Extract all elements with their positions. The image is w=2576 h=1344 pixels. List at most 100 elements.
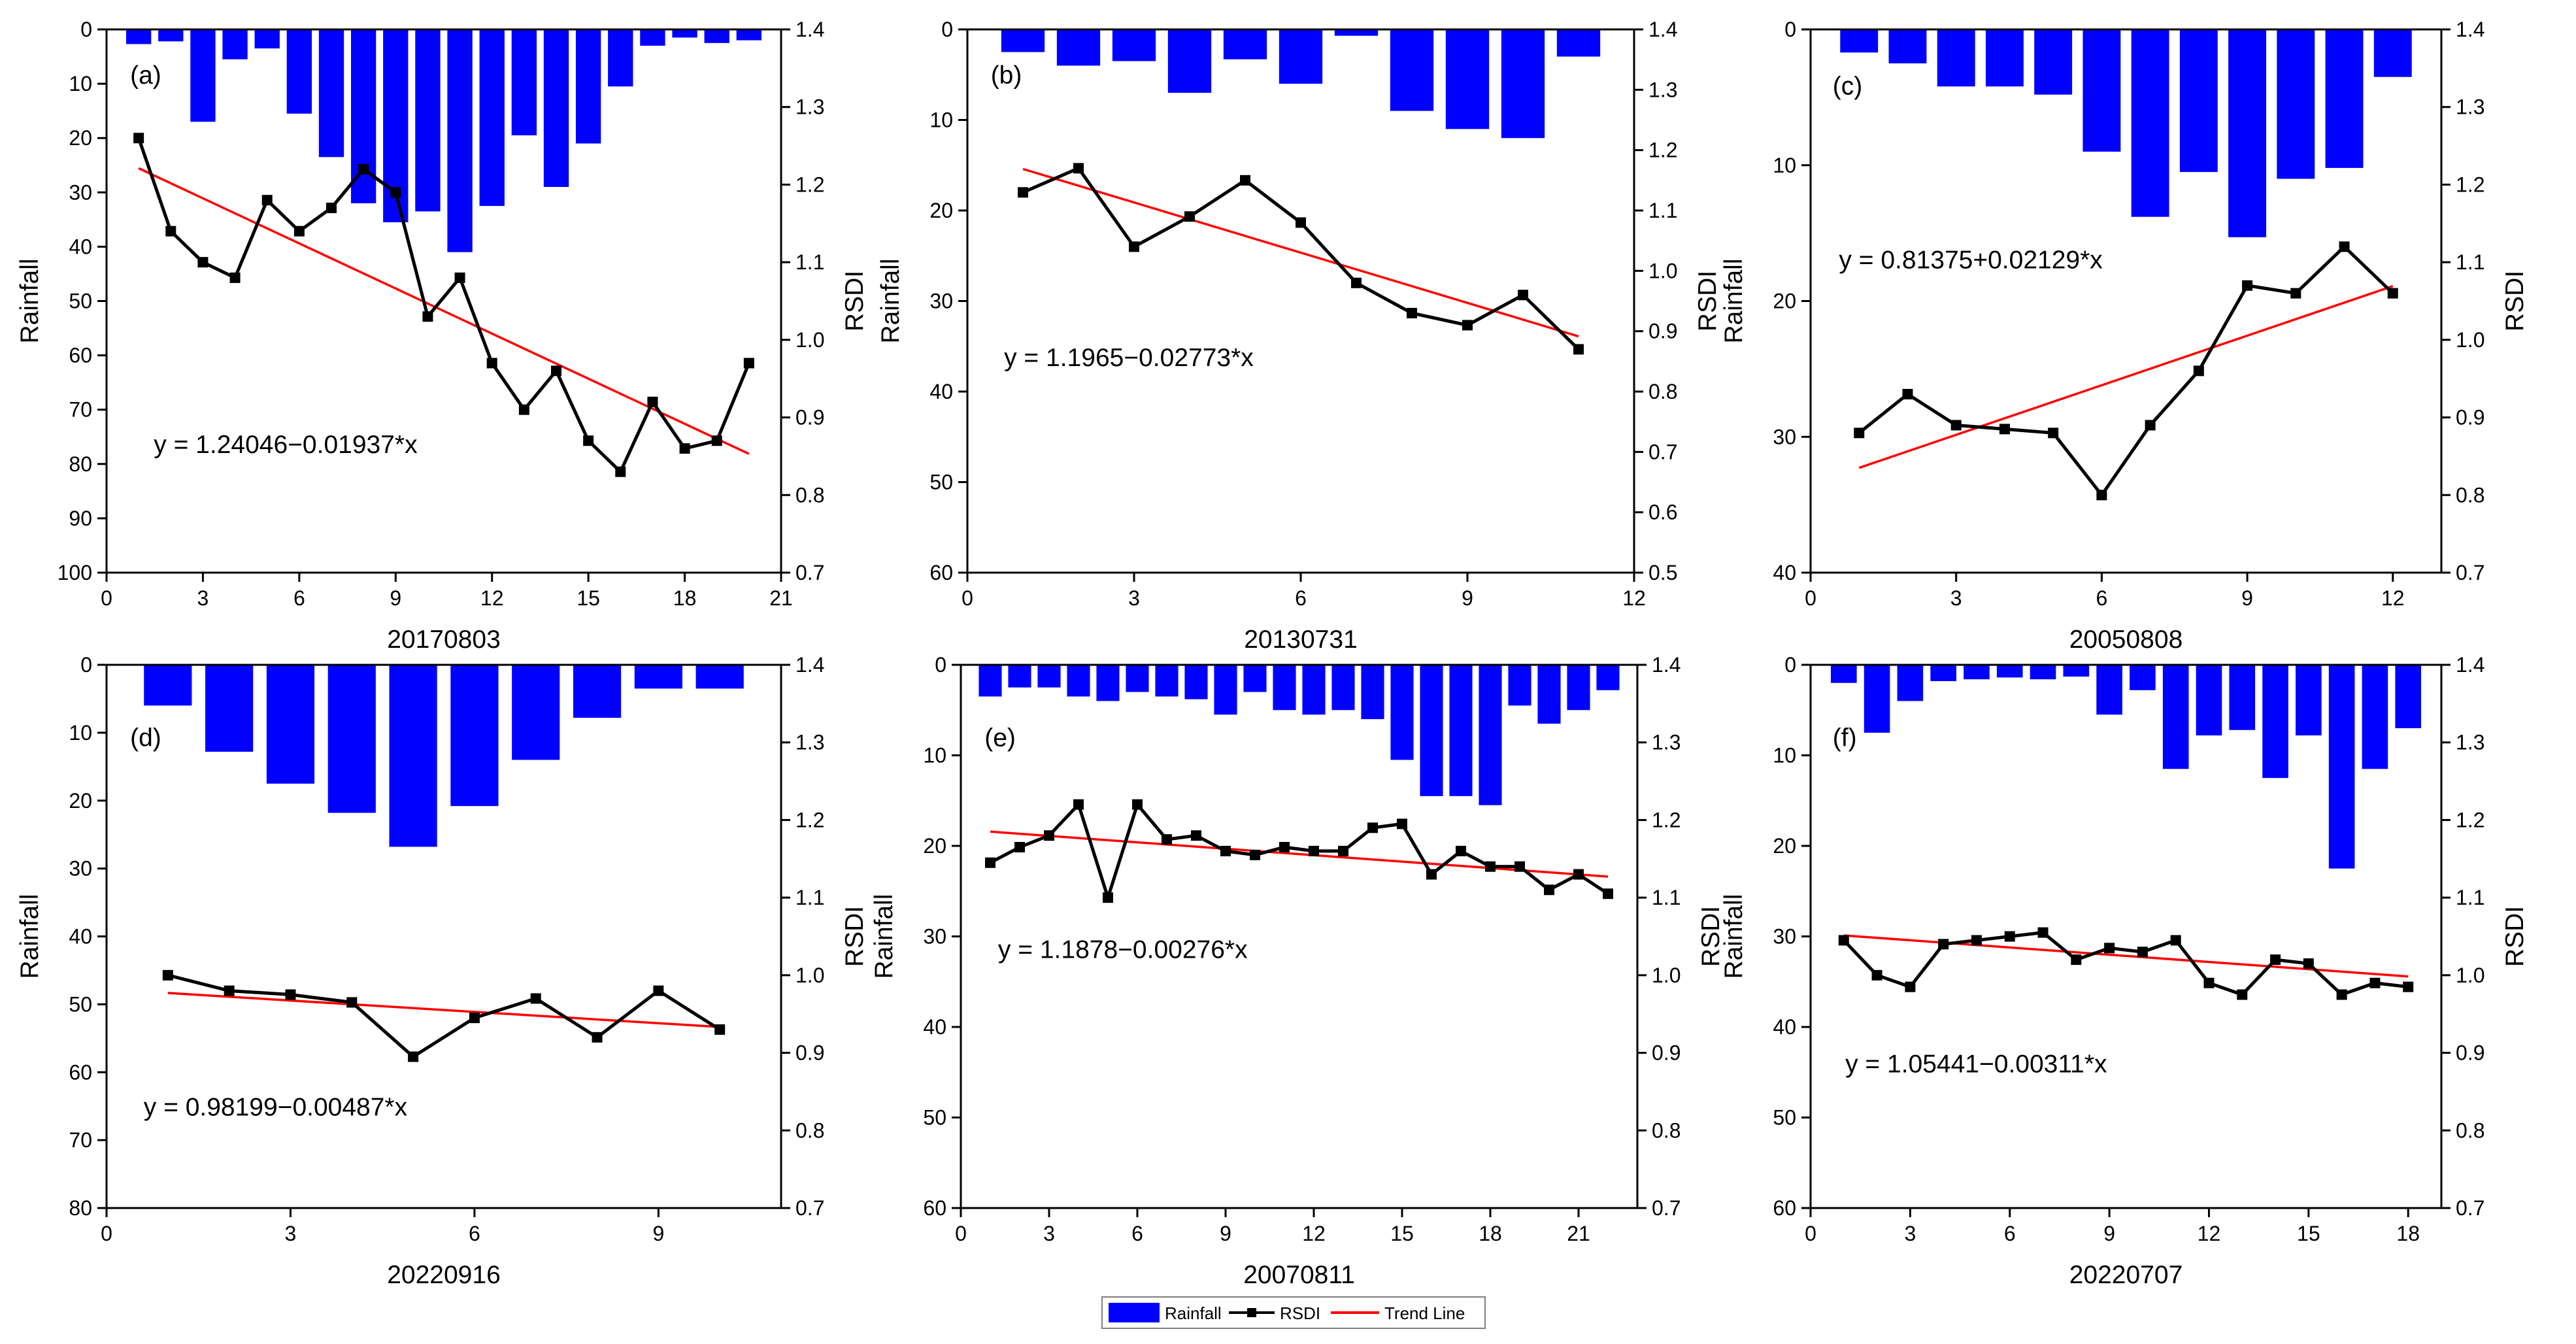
- x-axis-label: 20050808: [2069, 626, 2183, 654]
- chart-panel-c: 0 3 6 9 12 0 10 20 30 40 0.7 0.8 0.9 1.0 1.1 1.2 1.3 1.4 2…: [1720, 18, 2529, 654]
- rsdi-point: [1191, 830, 1201, 841]
- y-left-tick-label: 0: [1784, 18, 1796, 41]
- rainfall-bar: [575, 29, 601, 144]
- y-left-tick-label: 30: [1773, 425, 1796, 448]
- y-right-tick-label: 1.2: [2456, 808, 2484, 832]
- rsdi-point: [592, 1032, 603, 1043]
- rainfall-bar: [1008, 665, 1031, 688]
- y-right-tick-label: 0.9: [795, 406, 824, 429]
- x-tick-label: 18: [1479, 1222, 1502, 1245]
- rsdi-point: [985, 857, 995, 868]
- y-left-tick-label: 20: [1773, 834, 1796, 858]
- rsdi-point: [2071, 954, 2082, 966]
- y-left-tick-label: 20: [69, 126, 92, 150]
- rainfall-bar: [415, 29, 441, 212]
- rainfall-bar: [1390, 29, 1434, 111]
- y-right-tick-label: 0.7: [2456, 1196, 2484, 1220]
- rainfall-bar: [479, 29, 505, 207]
- y-right-tick-label: 1.4: [795, 18, 824, 41]
- y-left-tick-label: 40: [1773, 561, 1796, 584]
- rainfall-bar: [634, 665, 682, 689]
- rsdi-point: [1485, 861, 1496, 872]
- rainfall-bar: [254, 29, 280, 49]
- rsdi-point: [454, 272, 465, 283]
- rainfall-bar: [2296, 665, 2322, 736]
- x-tick-label: 6: [1131, 1222, 1143, 1245]
- y-left-tick-label: 90: [69, 507, 92, 530]
- rsdi-point: [1351, 277, 1362, 288]
- x-tick-label: 3: [1043, 1222, 1055, 1245]
- rainfall-bar: [205, 665, 254, 752]
- y-left-tick-label: 60: [1773, 1196, 1796, 1220]
- rainfall-bar: [2131, 29, 2169, 217]
- y-left-tick-label: 60: [69, 1060, 92, 1084]
- y-right-tick-label: 1.3: [1648, 78, 1677, 101]
- rsdi-point: [1103, 892, 1113, 903]
- rsdi-point: [1184, 211, 1195, 222]
- y-left-tick-label: 10: [1773, 154, 1796, 177]
- rsdi-point: [714, 1024, 726, 1035]
- rsdi-point: [1854, 428, 1865, 439]
- y-left-tick-label: 30: [69, 180, 92, 204]
- rsdi-point: [1456, 845, 1466, 856]
- trend-line: [1022, 167, 1579, 338]
- chart-panel-b: 0 3 6 9 12 0 10 20 30 40 50 60 0.5 0.6 0.7 0.8 0.9 1.0 1.1…: [877, 18, 1722, 654]
- y-right-tick-label: 1.1: [2456, 886, 2484, 909]
- rainfall-bar: [2277, 29, 2315, 179]
- x-tick-label: 3: [1128, 586, 1140, 610]
- x-tick-label: 12: [1302, 1222, 1326, 1245]
- rsdi-point: [486, 358, 497, 369]
- rsdi-point: [2004, 931, 2015, 942]
- rsdi-point: [743, 358, 754, 369]
- panel-label: (b): [991, 61, 1022, 90]
- rainfall-bar: [1556, 29, 1601, 57]
- rainfall-bar: [736, 29, 762, 41]
- rsdi-line: [167, 973, 721, 1059]
- rainfall-bar: [608, 29, 633, 87]
- rainfall-bar: [1223, 29, 1267, 59]
- y-right-tick-label: 0.7: [1652, 1196, 1681, 1220]
- y-left-axis-label: Rainfall: [870, 894, 898, 979]
- rsdi-point: [2242, 280, 2253, 291]
- rainfall-bar: [704, 29, 729, 43]
- rsdi-point: [1838, 935, 1849, 946]
- rsdi-point: [2203, 977, 2215, 988]
- x-tick-label: 18: [673, 586, 697, 610]
- y-right-tick-label: 1.3: [1652, 731, 1681, 754]
- panel-label: (f): [1833, 724, 1857, 752]
- rsdi-point: [2048, 428, 2059, 439]
- rsdi-point: [1902, 388, 1913, 399]
- rainfall-bar: [979, 665, 1002, 697]
- y-left-tick-label: 40: [69, 235, 92, 258]
- rsdi-point: [165, 226, 176, 237]
- y-right-tick-label: 1.4: [2456, 18, 2484, 41]
- y-right-tick-label: 0.8: [795, 1118, 824, 1142]
- rainfall-bar: [144, 665, 192, 706]
- rainfall-bar: [1302, 665, 1326, 715]
- x-tick-label: 15: [2297, 1222, 2320, 1245]
- rainfall-bar: [1445, 29, 1490, 129]
- rsdi-point: [285, 989, 296, 1000]
- y-right-tick-label: 1.0: [2456, 964, 2484, 987]
- y-left-tick-label: 60: [923, 1196, 946, 1220]
- y-left-tick-label: 50: [1773, 1106, 1796, 1130]
- rainfall-bar: [2030, 665, 2056, 680]
- trend-line: [138, 167, 750, 455]
- rainfall-bar: [672, 29, 697, 38]
- rsdi-point: [1573, 344, 1584, 355]
- y-right-tick-label: 1.2: [2456, 173, 2484, 196]
- rsdi-point: [530, 993, 541, 1004]
- x-axis-label: 20130731: [1244, 626, 1358, 654]
- y-left-axis-label: Rainfall: [877, 258, 905, 343]
- y-left-tick-label: 80: [69, 1196, 92, 1220]
- y-left-tick-label: 20: [929, 199, 953, 222]
- y-left-tick-label: 50: [923, 1106, 946, 1130]
- trend-equation: y = 1.24046−0.01937*x: [154, 431, 418, 459]
- rainfall-bar: [318, 29, 344, 158]
- y-right-tick-label: 1.1: [1652, 886, 1681, 909]
- x-tick-label: 21: [1567, 1222, 1590, 1245]
- x-axis-label: 20170803: [387, 626, 501, 654]
- y-left-tick-label: 10: [69, 721, 92, 745]
- y-right-tick-label: 0.8: [2456, 483, 2484, 507]
